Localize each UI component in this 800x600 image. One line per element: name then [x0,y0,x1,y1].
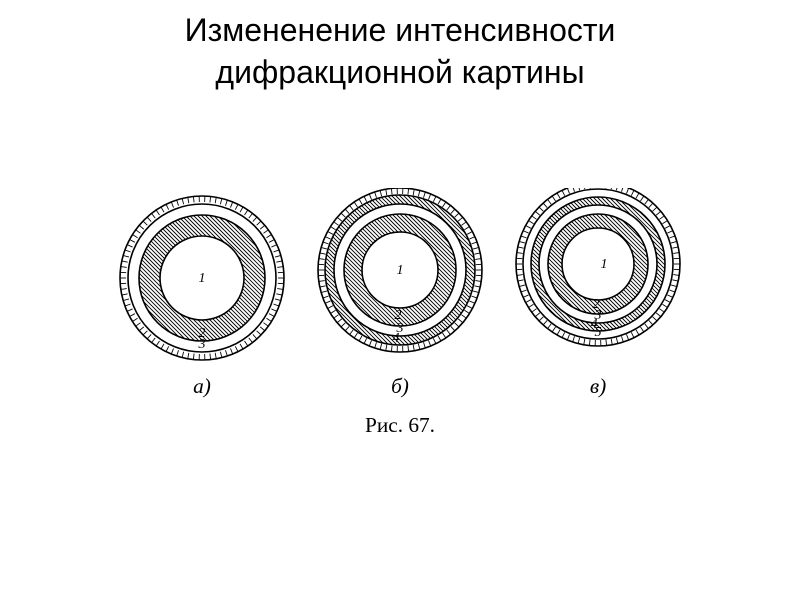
zone-label: 1 [601,257,608,272]
figure-caption: Рис. 67. [112,413,688,438]
panel-label-b: б) [391,374,409,399]
title-line-1: Измененение интенсивности [0,10,800,52]
panel-label-v: в) [590,374,606,399]
zone-label: 3 [198,337,206,352]
zone-diagram-v: 12345 [508,188,688,368]
zone-label: 5 [595,325,602,340]
page-title: Измененение интенсивности дифракционной … [0,10,800,93]
zone-diagram-b: 1234 [310,188,490,368]
diagram-panel-v: 12345 в) [508,188,688,399]
zone-label: 1 [397,263,404,278]
zone-label: 1 [199,271,206,286]
diagram-panel-b: 1234 б) [310,188,490,399]
zone-label: 4 [393,331,400,346]
panel-label-a: а) [193,374,211,399]
figure-area: 123 а) 1234 б) 12345 в) Рис. 67. [0,188,800,438]
figure-row: 123 а) 1234 б) 12345 в) [112,188,688,399]
diagram-panel-a: 123 а) [112,188,292,399]
title-line-2: дифракционной картины [0,52,800,94]
zone-diagram-a: 123 [112,188,292,368]
